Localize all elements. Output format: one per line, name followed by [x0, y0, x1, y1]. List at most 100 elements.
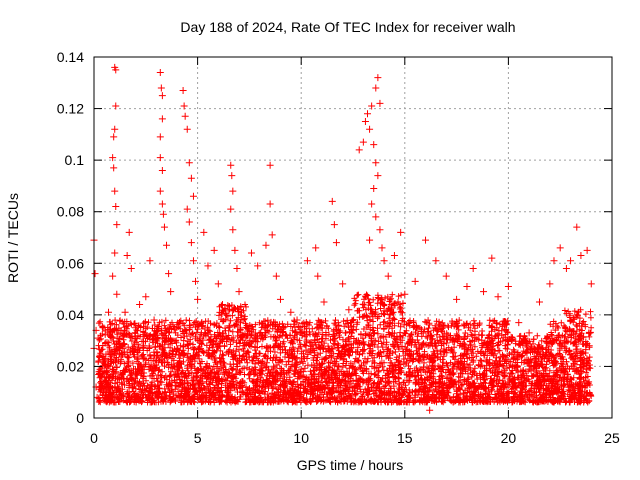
- data-point: [366, 236, 374, 244]
- data-point: [374, 74, 382, 82]
- data-point: [140, 342, 148, 350]
- x-tick-label: 25: [604, 430, 620, 446]
- data-point: [399, 386, 407, 394]
- data-point: [573, 223, 581, 231]
- data-point: [411, 277, 419, 285]
- data-point: [229, 187, 237, 195]
- data-point: [351, 365, 359, 373]
- data-point: [345, 306, 353, 314]
- data-point: [134, 365, 142, 373]
- data-point: [480, 288, 488, 296]
- y-tick-label: 0.1: [65, 152, 85, 168]
- data-point: [121, 308, 129, 316]
- data-point: [247, 249, 255, 257]
- data-point: [285, 357, 293, 365]
- data-point: [422, 236, 430, 244]
- data-point: [370, 185, 378, 193]
- y-tick-labels: 0 0.02 0.04 0.06 0.08 0.1 0.12 0.14: [57, 49, 84, 426]
- data-point: [192, 277, 200, 285]
- data-point: [372, 213, 380, 221]
- data-point: [517, 368, 525, 376]
- data-point: [112, 102, 120, 110]
- data-point: [504, 282, 512, 290]
- y-axis-label: ROTI / TECUs: [5, 193, 21, 283]
- data-point: [228, 172, 236, 180]
- data-point: [158, 166, 166, 174]
- data-point: [156, 154, 164, 162]
- data-point: [158, 92, 166, 100]
- data-point: [111, 249, 119, 257]
- data-point: [105, 308, 113, 316]
- data-point: [175, 373, 183, 381]
- data-point: [382, 352, 390, 360]
- data-point: [123, 252, 131, 260]
- data-point: [113, 290, 121, 298]
- data-point: [127, 264, 135, 272]
- y-tick-label: 0.06: [57, 255, 84, 271]
- data-point: [109, 154, 117, 162]
- data-point: [569, 391, 577, 399]
- data-point: [102, 373, 110, 381]
- data-point: [167, 288, 175, 296]
- data-point: [471, 383, 479, 391]
- data-point: [535, 298, 543, 306]
- data-point: [556, 244, 564, 252]
- data-point: [206, 380, 214, 388]
- data-point: [159, 210, 167, 218]
- data-point: [587, 280, 595, 288]
- y-tick-label: 0.04: [57, 307, 84, 323]
- data-point: [235, 288, 243, 296]
- data-point: [221, 360, 229, 368]
- data-point: [192, 334, 200, 342]
- data-point: [320, 298, 328, 306]
- data-point: [366, 331, 374, 339]
- dense-data-band: [95, 291, 595, 406]
- data-point: [415, 344, 423, 352]
- data-point: [390, 252, 398, 260]
- data-point: [189, 257, 197, 265]
- data-point: [227, 205, 235, 213]
- data-point: [156, 133, 164, 141]
- data-point: [370, 141, 378, 149]
- data-point: [372, 84, 380, 92]
- data-point: [374, 172, 382, 180]
- data-point: [525, 329, 533, 337]
- data-point: [200, 228, 208, 236]
- data-point: [91, 270, 99, 278]
- x-tick-label: 0: [90, 430, 98, 446]
- data-point: [372, 159, 380, 167]
- y-tick-label: 0: [76, 410, 84, 426]
- data-point: [185, 159, 193, 167]
- data-point: [366, 125, 374, 133]
- data-point: [550, 257, 558, 265]
- data-point: [469, 264, 477, 272]
- data-point: [380, 257, 388, 265]
- data-point: [93, 393, 101, 401]
- data-point: [293, 316, 301, 324]
- data-point: [384, 272, 392, 280]
- data-point: [239, 342, 247, 350]
- data-point: [533, 380, 541, 388]
- data-point: [364, 110, 372, 118]
- y-tick-label: 0.14: [57, 49, 84, 65]
- data-point: [163, 352, 171, 360]
- data-point: [500, 393, 508, 401]
- data-points: [90, 63, 595, 414]
- data-point: [163, 241, 171, 249]
- data-point: [438, 373, 446, 381]
- x-tick-label: 20: [501, 430, 517, 446]
- data-point: [179, 87, 187, 95]
- data-point: [397, 228, 405, 236]
- data-point: [494, 293, 502, 301]
- data-point: [453, 295, 461, 303]
- data-point: [287, 308, 295, 316]
- data-point: [183, 125, 191, 133]
- data-point: [110, 133, 118, 141]
- data-point: [426, 406, 434, 414]
- x-axis-label: GPS time / hours: [297, 457, 404, 473]
- data-point: [237, 308, 245, 316]
- data-point: [262, 241, 270, 249]
- data-point: [270, 391, 278, 399]
- data-point: [165, 270, 173, 278]
